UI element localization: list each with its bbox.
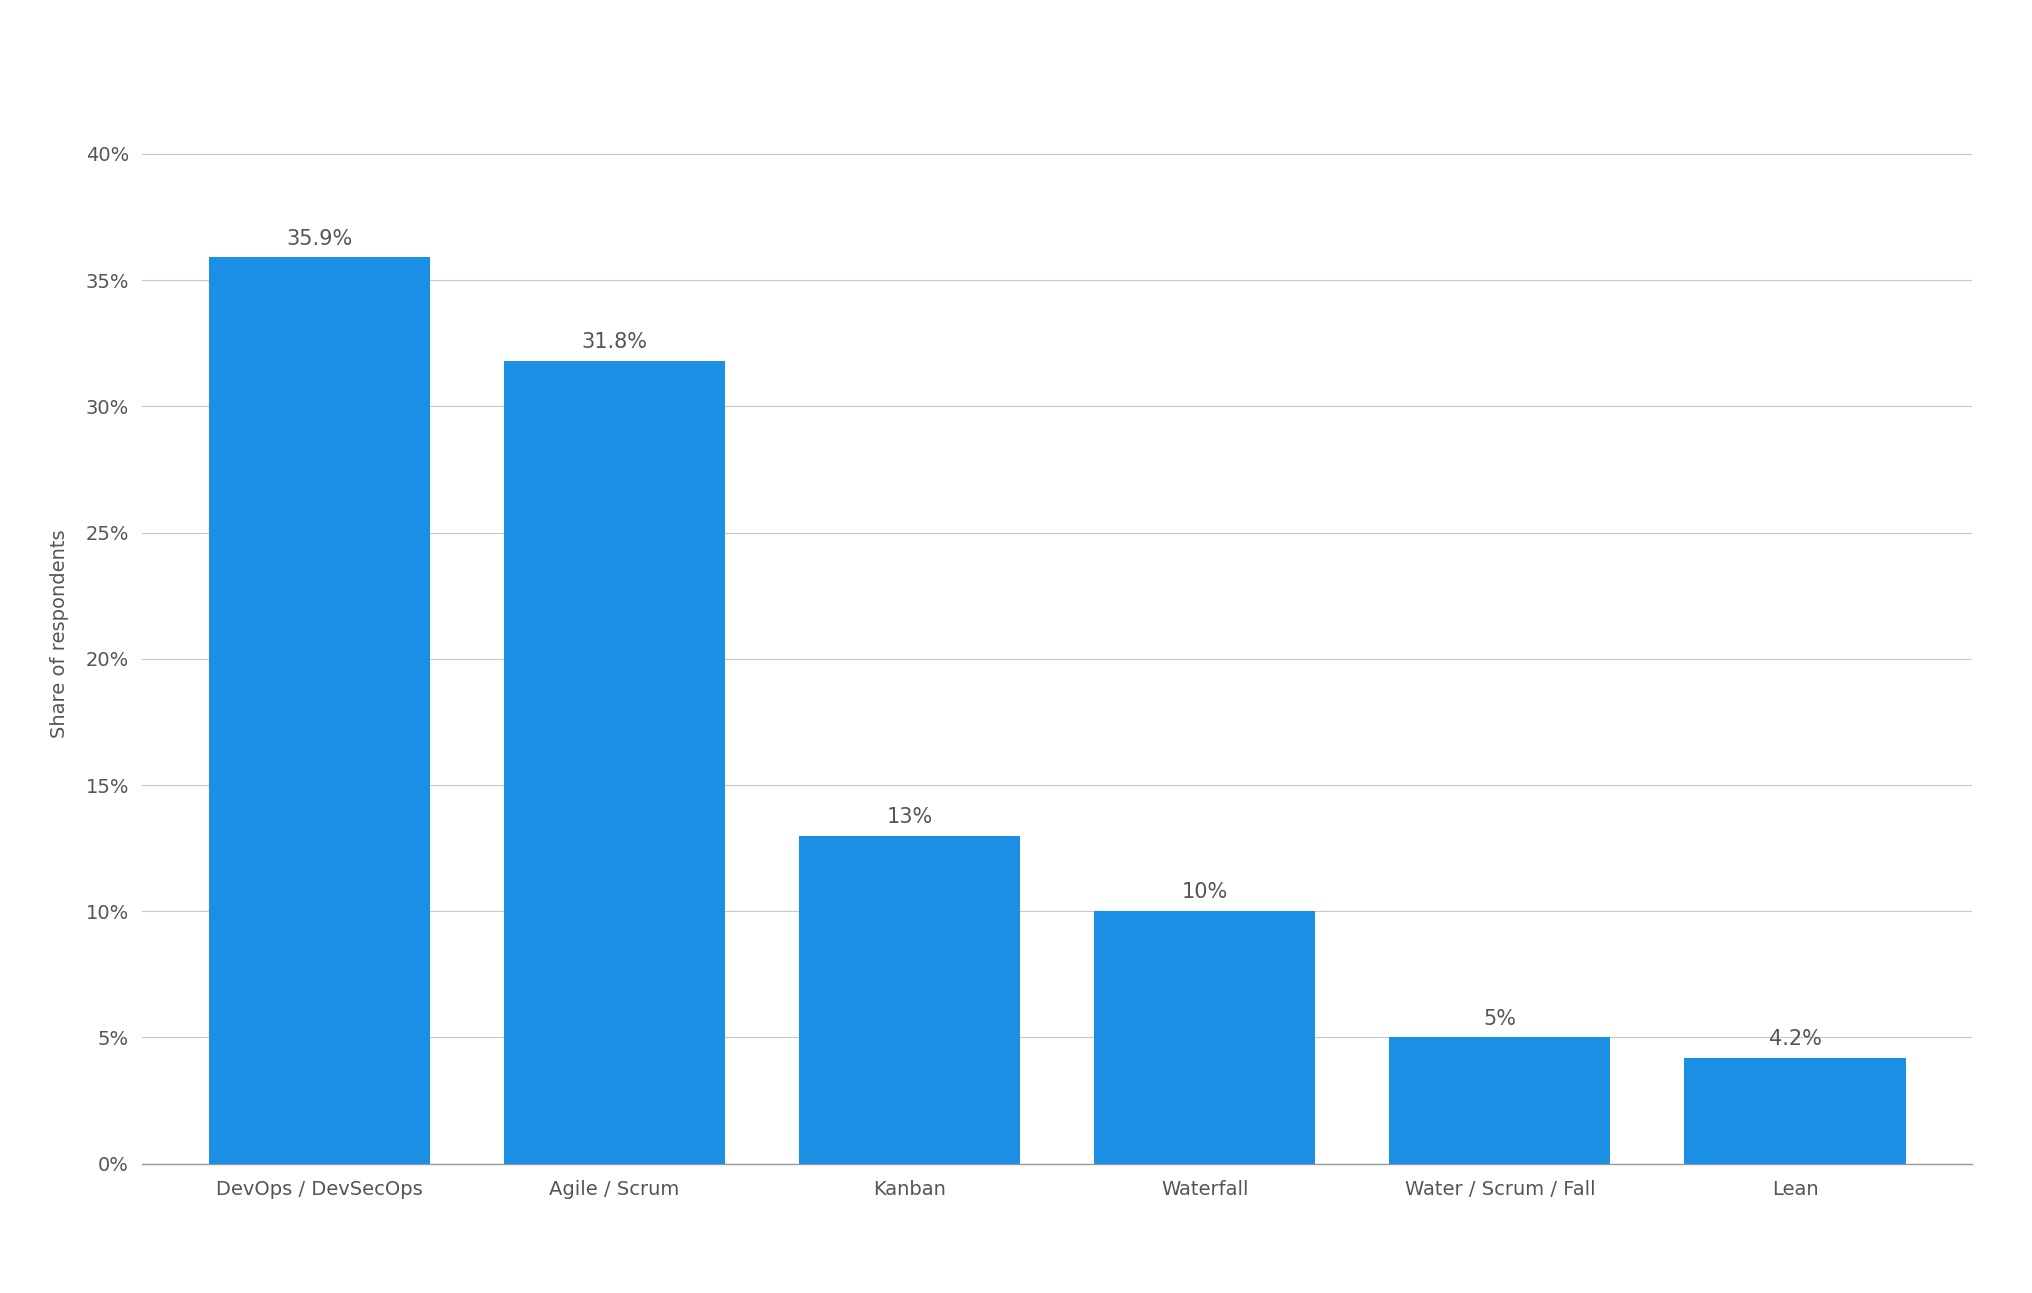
Bar — [1093, 912, 1315, 1164]
Text: 5%: 5% — [1483, 1009, 1516, 1029]
Bar — [1388, 1037, 1609, 1164]
Y-axis label: Share of respondents: Share of respondents — [51, 529, 69, 738]
Bar — [799, 835, 1020, 1164]
Bar — [1682, 1058, 1904, 1164]
Bar — [209, 257, 431, 1164]
Text: 4.2%: 4.2% — [1768, 1029, 1821, 1049]
Bar — [504, 361, 725, 1164]
Text: 31.8%: 31.8% — [581, 332, 646, 352]
Text: 10%: 10% — [1181, 882, 1227, 903]
Text: 35.9%: 35.9% — [287, 229, 352, 248]
Text: 13%: 13% — [886, 807, 933, 826]
